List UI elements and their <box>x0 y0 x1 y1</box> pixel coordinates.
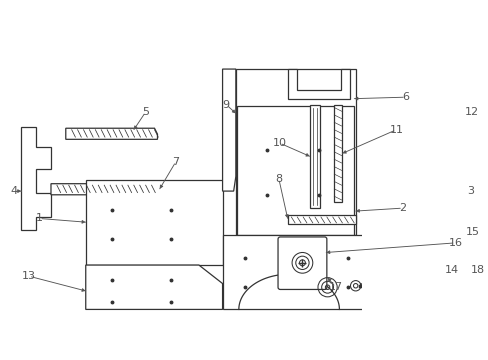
Polygon shape <box>370 238 458 294</box>
Text: 16: 16 <box>447 238 462 248</box>
Text: 1: 1 <box>36 213 42 224</box>
Polygon shape <box>287 216 355 224</box>
Text: 4: 4 <box>10 186 18 196</box>
Text: 2: 2 <box>399 203 406 213</box>
Text: 9: 9 <box>222 100 229 109</box>
Text: 15: 15 <box>465 227 479 237</box>
Text: 5: 5 <box>142 107 149 117</box>
Polygon shape <box>51 184 160 195</box>
Text: 3: 3 <box>466 186 473 196</box>
Polygon shape <box>287 69 349 99</box>
Ellipse shape <box>350 282 360 289</box>
Text: 17: 17 <box>328 282 342 292</box>
Polygon shape <box>237 106 353 235</box>
Text: 13: 13 <box>22 271 36 281</box>
Text: 14: 14 <box>444 265 458 275</box>
Polygon shape <box>66 128 157 139</box>
Polygon shape <box>370 69 458 180</box>
Polygon shape <box>376 75 452 172</box>
Text: 6: 6 <box>402 92 408 102</box>
Polygon shape <box>85 180 222 265</box>
Text: 7: 7 <box>172 157 179 167</box>
Polygon shape <box>333 104 342 202</box>
Polygon shape <box>309 104 320 208</box>
FancyBboxPatch shape <box>278 237 326 289</box>
Polygon shape <box>222 69 235 191</box>
Text: 11: 11 <box>388 125 403 135</box>
Polygon shape <box>235 69 355 235</box>
Text: 8: 8 <box>275 174 282 184</box>
Text: 10: 10 <box>272 138 286 148</box>
Polygon shape <box>21 127 51 230</box>
Polygon shape <box>85 265 222 310</box>
Text: 12: 12 <box>464 107 478 117</box>
Polygon shape <box>222 235 370 310</box>
Text: 18: 18 <box>469 265 484 275</box>
Polygon shape <box>370 180 458 238</box>
